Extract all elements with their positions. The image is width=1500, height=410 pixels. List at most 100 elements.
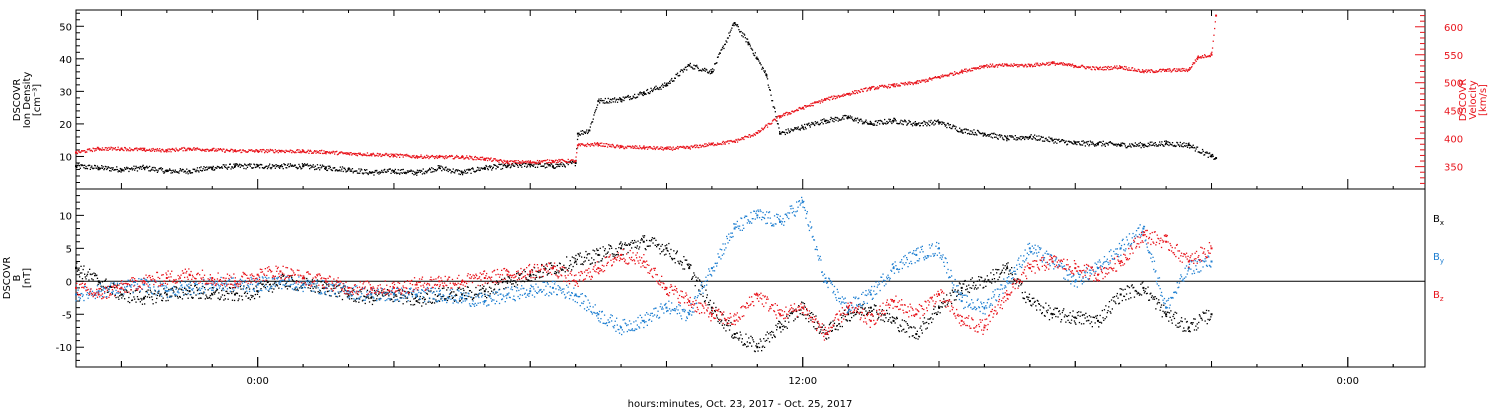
velocity-sample bbox=[239, 149, 241, 151]
velocity-sample bbox=[976, 67, 979, 69]
velocity-sample bbox=[363, 154, 365, 156]
ion-density-sample bbox=[1012, 136, 1014, 138]
velocity-sample bbox=[224, 151, 226, 153]
velocity-sample bbox=[328, 152, 330, 154]
ion-density-sample bbox=[256, 164, 259, 166]
ion-density-sample bbox=[754, 54, 756, 57]
ion-density-sample bbox=[314, 165, 316, 167]
velocity-sample bbox=[484, 159, 486, 161]
bx-sample bbox=[143, 298, 145, 300]
velocity-sample bbox=[463, 158, 465, 160]
ion-density-sample bbox=[697, 67, 699, 70]
velocity-sample bbox=[1146, 71, 1148, 74]
velocity-sample bbox=[447, 156, 449, 158]
bx-sample bbox=[333, 284, 336, 286]
ion-density-sample bbox=[89, 168, 91, 170]
velocity-sample bbox=[1050, 61, 1052, 63]
velocity-sample bbox=[904, 81, 906, 84]
bx-sample bbox=[622, 254, 624, 256]
bx-sample bbox=[697, 277, 699, 279]
bx-sample bbox=[769, 331, 771, 334]
velocity-sample bbox=[573, 161, 575, 163]
velocity-sample bbox=[784, 112, 786, 115]
bx-sample bbox=[594, 262, 596, 264]
ion-density-sample bbox=[584, 131, 586, 133]
velocity-sample bbox=[1026, 66, 1028, 68]
bx-sample bbox=[674, 262, 676, 264]
bx-sample bbox=[445, 298, 447, 300]
velocity-sample bbox=[851, 90, 854, 93]
bx-sample bbox=[98, 282, 100, 284]
bx-sample bbox=[268, 284, 271, 286]
velocity-sample bbox=[137, 148, 139, 150]
bx-sample bbox=[677, 260, 679, 262]
bx-sample bbox=[648, 239, 651, 242]
ion-density-sample bbox=[179, 168, 181, 170]
velocity-sample bbox=[103, 149, 105, 151]
velocity-sample bbox=[622, 146, 624, 148]
ion-density-sample bbox=[344, 169, 346, 171]
velocity-sample bbox=[816, 101, 819, 103]
bx-sample bbox=[779, 322, 781, 324]
velocity-sample bbox=[864, 87, 866, 89]
bx-sample bbox=[1118, 302, 1121, 304]
ion-density-sample bbox=[595, 108, 597, 111]
velocity-sample bbox=[1056, 62, 1059, 64]
velocity-sample bbox=[751, 134, 754, 136]
velocity-sample bbox=[906, 84, 909, 86]
bx-sample bbox=[348, 298, 351, 300]
velocity-sample bbox=[641, 147, 644, 149]
bx-sample bbox=[172, 289, 174, 291]
bx-sample bbox=[895, 318, 897, 320]
ion-density-sample bbox=[134, 167, 136, 170]
bx-sample bbox=[181, 298, 184, 300]
bx-sample bbox=[173, 291, 175, 293]
bx-sample bbox=[834, 328, 836, 330]
ion-density-sample bbox=[642, 94, 644, 97]
velocity-sample bbox=[332, 150, 334, 152]
ion-density-sample bbox=[864, 120, 866, 123]
ion-density-sample bbox=[166, 169, 169, 171]
ion-density-point bbox=[1210, 155, 1213, 158]
bx-sample bbox=[901, 319, 903, 321]
bx-sample bbox=[861, 307, 863, 309]
velocity-sample bbox=[756, 132, 758, 134]
velocity-sample bbox=[999, 63, 1001, 65]
velocity-sample bbox=[916, 80, 918, 82]
ion-density-sample bbox=[406, 170, 409, 172]
ion-density-sample bbox=[271, 164, 274, 166]
velocity-sample bbox=[1181, 67, 1184, 70]
bx-sample bbox=[306, 279, 309, 282]
bx-sample bbox=[726, 322, 728, 324]
ion-density-sample bbox=[234, 163, 236, 165]
ion-density-sample bbox=[194, 170, 196, 172]
ion-density-sample bbox=[819, 123, 821, 126]
ion-density-sample bbox=[744, 34, 746, 36]
bx-sample bbox=[851, 312, 853, 314]
velocity-sample bbox=[844, 94, 846, 97]
bx-sample bbox=[379, 297, 381, 300]
ion-density-sample bbox=[553, 167, 555, 169]
bx-sample bbox=[83, 265, 85, 267]
ion-density-sample bbox=[542, 165, 544, 167]
bx-sample bbox=[309, 287, 311, 289]
bx-sample bbox=[87, 271, 89, 273]
bx-sample bbox=[1036, 299, 1038, 302]
bx-sample bbox=[842, 315, 844, 317]
ion-density-sample bbox=[670, 79, 672, 81]
velocity-sample bbox=[1157, 70, 1159, 73]
velocity-sample bbox=[531, 162, 533, 164]
ion-density-sample bbox=[1195, 148, 1197, 150]
velocity-sample bbox=[125, 148, 127, 150]
bx-sample bbox=[463, 289, 465, 292]
velocity-point bbox=[892, 84, 895, 87]
ion-density-sample bbox=[1212, 155, 1214, 157]
velocity-sample bbox=[301, 149, 304, 151]
velocity-sample bbox=[739, 139, 741, 141]
ion-density-sample bbox=[986, 134, 989, 136]
velocity-sample bbox=[892, 83, 894, 85]
velocity-sample bbox=[271, 149, 274, 151]
velocity-sample bbox=[644, 147, 646, 149]
velocity-sample bbox=[748, 134, 750, 136]
bx-sample bbox=[512, 283, 514, 285]
